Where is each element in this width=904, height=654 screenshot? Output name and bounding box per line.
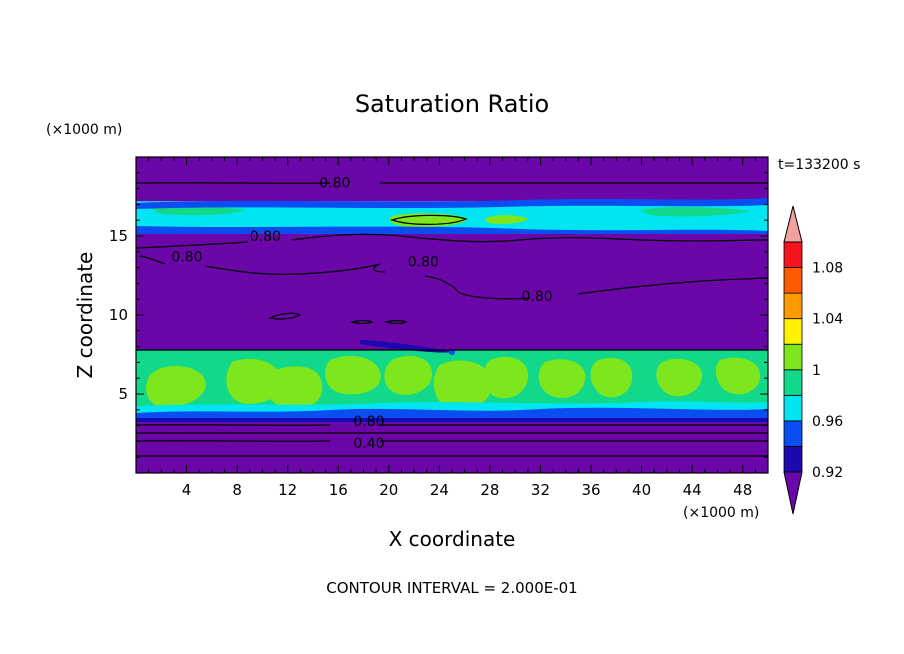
colorbar-box-6 xyxy=(783,292,803,320)
y-axis: 5 10 15 xyxy=(109,172,768,458)
colorbar-tick-label: 0.96 xyxy=(812,414,843,430)
x-unit-label: (×1000 m) xyxy=(683,505,759,521)
band-1 xyxy=(136,417,768,423)
x-tick-label: 20 xyxy=(379,481,398,499)
x-tick-label: 16 xyxy=(329,481,348,499)
colorbar-tick-label: 0.92 xyxy=(812,465,843,481)
x-tick-label: 48 xyxy=(733,481,752,499)
patches xyxy=(136,198,768,418)
time-label: t=133200 s xyxy=(778,157,860,173)
plot-area: 0.80 0.80 0.80 0.80 0.80 0.80 0.40 xyxy=(136,157,768,473)
colorbar-over-triangle xyxy=(783,205,803,243)
x-tick-label: 4 xyxy=(182,481,192,499)
contour-lines xyxy=(136,182,768,457)
contour-label-2: 0.80 xyxy=(171,250,202,266)
x-tick-label: 36 xyxy=(581,481,600,499)
x-tick-label: 24 xyxy=(430,481,449,499)
colorbar-tick-label: 1.04 xyxy=(812,312,843,328)
x-tick-label: 40 xyxy=(632,481,651,499)
y-tick-label: 15 xyxy=(109,227,128,245)
contour-label-1: 0.80 xyxy=(250,229,281,245)
colorbar-box-5 xyxy=(783,318,803,345)
y-unit-label: (×1000 m) xyxy=(46,122,122,138)
x-tick-label: 8 xyxy=(232,481,242,499)
chart-title: Saturation Ratio xyxy=(355,90,549,118)
x-tick-label: 28 xyxy=(480,481,499,499)
colorbar-box-4 xyxy=(783,343,803,371)
contour-label-0: 0.80 xyxy=(319,175,350,191)
x-axis: 4 8 12 16 20 24 28 32 36 40 44 48 xyxy=(148,157,756,499)
colorbar-box-7 xyxy=(783,267,803,294)
colorbar-under-triangle xyxy=(783,471,803,515)
x-tick-label: 44 xyxy=(683,481,702,499)
contour-label-3: 0.80 xyxy=(408,254,439,270)
x-tick-label: 32 xyxy=(531,481,550,499)
y-axis-title: Z coordinate xyxy=(73,252,97,379)
colorbar-tick-label: 1.08 xyxy=(812,261,843,277)
colorbar-box-1 xyxy=(783,420,803,447)
y-tick-label: 10 xyxy=(109,306,128,324)
colorbar-tick-label: 1 xyxy=(812,363,821,379)
colorbar-box-8 xyxy=(783,241,803,268)
contour-label-6: 0.40 xyxy=(353,436,384,452)
colorbar-box-3 xyxy=(783,369,803,396)
contour-label-4: 0.80 xyxy=(522,289,553,305)
band-3 xyxy=(136,232,768,350)
contour-interval-note: CONTOUR INTERVAL = 2.000E-01 xyxy=(326,579,577,597)
band-0 xyxy=(136,422,768,473)
colorbar-box-0 xyxy=(783,446,803,473)
x-tick-label: 12 xyxy=(278,481,297,499)
y-tick-label: 5 xyxy=(118,385,128,403)
colorbar: 0.92 0.96 1 1.04 1.08 xyxy=(783,205,843,515)
colorbar-box-2 xyxy=(783,394,803,422)
band-5 xyxy=(136,157,768,202)
contour-label-5: 0.80 xyxy=(353,414,384,430)
contour-labels: 0.80 0.80 0.80 0.80 0.80 0.80 0.40 xyxy=(171,175,553,452)
x-axis-title: X coordinate xyxy=(389,527,516,551)
